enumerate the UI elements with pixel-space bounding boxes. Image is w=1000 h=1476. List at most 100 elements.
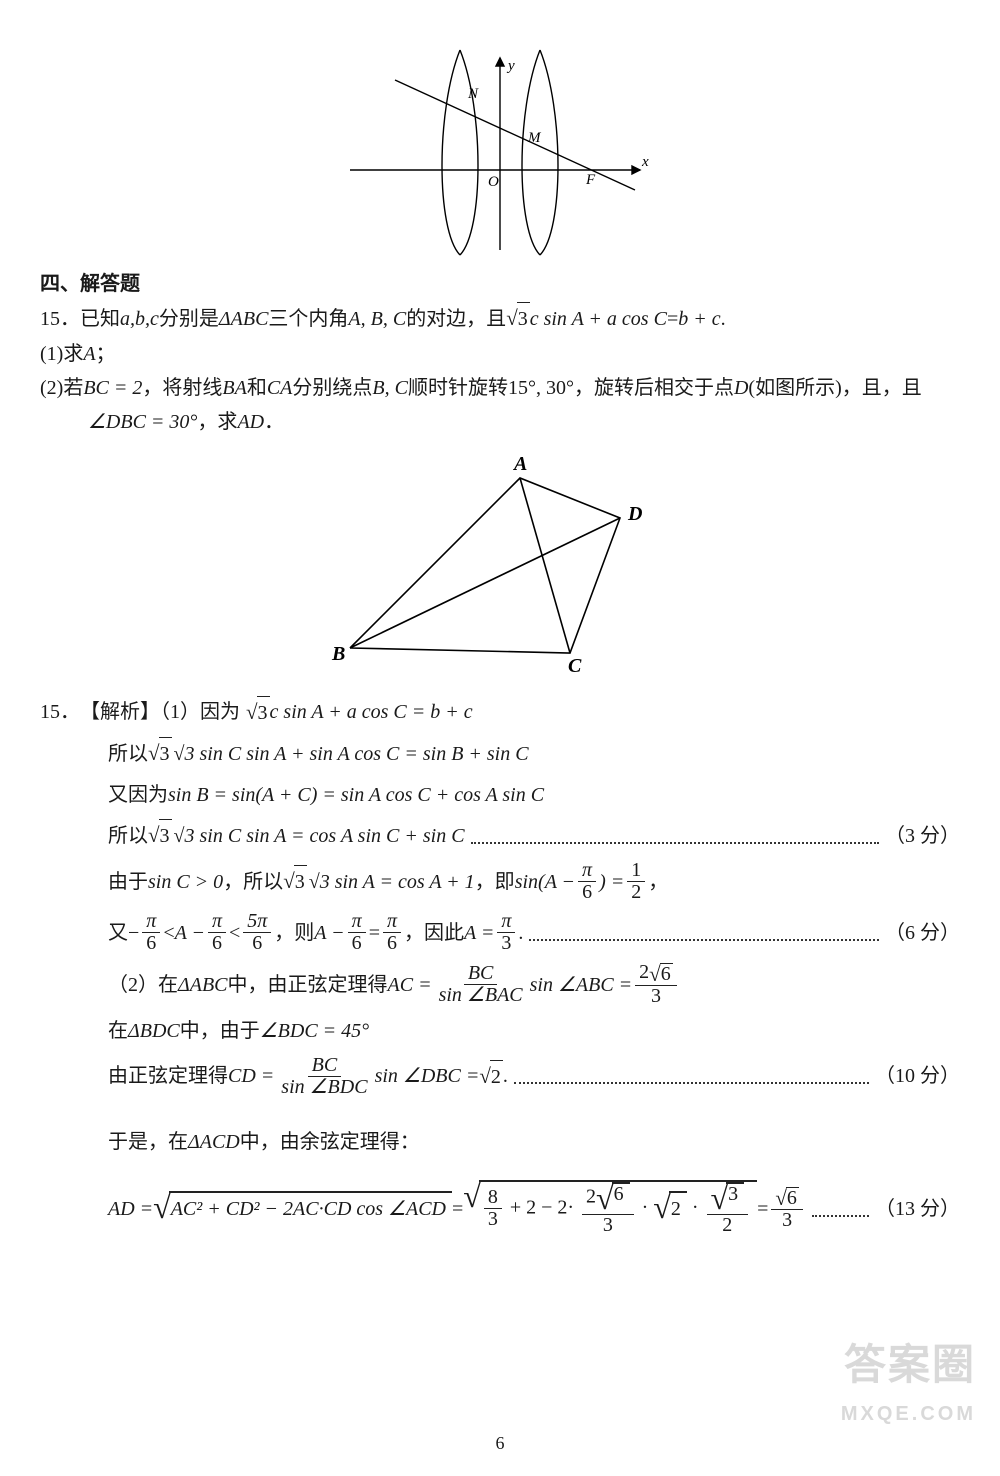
label-C: C xyxy=(568,655,582,677)
m: ΔBDC xyxy=(128,1015,180,1047)
label-B: B xyxy=(331,643,345,665)
eq: c sin A + a cos C xyxy=(530,303,667,335)
m: CD = xyxy=(228,1060,274,1092)
t: 中，由于 xyxy=(180,1015,260,1047)
equals: = xyxy=(667,303,678,335)
t: ，则 xyxy=(274,917,314,949)
sqrt3: √3 xyxy=(246,696,270,730)
t: 在 xyxy=(108,1015,128,1047)
sqrt2: √2 xyxy=(479,1060,503,1094)
frac: 5π6 xyxy=(243,911,271,954)
problem-15-stem: 15． 已知 a,b,c 分别是 ΔABC 三个内角 A, B, C 的对边，且… xyxy=(40,302,960,336)
prob-num: 15． xyxy=(40,303,80,335)
label-x: x xyxy=(641,154,649,170)
m: ΔABC xyxy=(178,969,228,1001)
watermark-line1: 答案圈 xyxy=(841,1331,976,1398)
label-N: N xyxy=(467,86,479,102)
label-y: y xyxy=(506,58,515,74)
score-6: （6 分） xyxy=(885,917,960,949)
score-13: （13 分） xyxy=(875,1193,960,1225)
t: ，所以 xyxy=(223,866,283,898)
m: A − xyxy=(314,917,344,949)
sqrt3: √3 xyxy=(148,819,172,853)
m: √3 sin A = cos A + 1 xyxy=(309,866,475,898)
solution-head: 15． 【解析】（1）因为 √3 c sin A + a cos C = b +… xyxy=(40,696,960,730)
t: 分别是 xyxy=(159,303,219,335)
t: 所以 xyxy=(108,738,148,770)
m: = xyxy=(757,1193,768,1225)
m: AC = xyxy=(388,969,432,1001)
t: 所以 xyxy=(108,820,148,852)
t: ，且 xyxy=(882,372,922,404)
t: 三个内角 xyxy=(268,303,348,335)
m: BC = 2 xyxy=(83,372,142,404)
frac: 2√6 3 xyxy=(635,962,677,1006)
t: 由于 xyxy=(108,866,148,898)
t: ，将射线 xyxy=(142,372,222,404)
label-D: D xyxy=(627,503,642,525)
sol-line-2: 又因为 sin B = sin(A + C) = sin A cos C + c… xyxy=(40,779,960,811)
m: A − xyxy=(545,866,575,898)
m: √3 sin C sin A = cos A sin C + sin C xyxy=(174,820,465,852)
t: 中，由余弦定理得： xyxy=(240,1126,420,1158)
figure-hyperbola: y x O F M N xyxy=(40,40,960,260)
rhs: b + c xyxy=(678,303,720,335)
label-O: O xyxy=(488,174,499,190)
sqrt3: √3 xyxy=(283,865,307,899)
t: (2)若 xyxy=(40,372,83,404)
sol-line-7: 在 ΔBDC 中，由于 ∠BDC = 45° xyxy=(40,1015,960,1047)
t: ，旋转后相交于点 xyxy=(574,372,734,404)
t: ，即 xyxy=(475,866,515,898)
frac: √6 3 xyxy=(771,1187,803,1231)
t: 中，由正弦定理得 xyxy=(228,969,388,1001)
ABC: A, B, C xyxy=(348,303,406,335)
t: . xyxy=(503,1060,508,1092)
m: 15°, 30° xyxy=(508,372,574,404)
sol-line-6: （2）在 ΔABC 中，由正弦定理得 AC = BC sin ∠BAC sin … xyxy=(40,962,960,1006)
m: ∠BDC = 45° xyxy=(260,1015,369,1047)
frac: π6 xyxy=(383,911,401,954)
t: ，因此 xyxy=(404,917,464,949)
m: √3 sin C sin A + sin A cos C = sin B + s… xyxy=(174,738,529,770)
label-M: M xyxy=(527,130,542,146)
sol-line-4: 由于 sin C > 0 ，所以 √3 √3 sin A = cos A + 1… xyxy=(40,860,960,903)
t: 【解析】（1）因为 xyxy=(80,696,240,728)
hyperbola-svg: y x O F M N xyxy=(340,40,660,260)
m: BA xyxy=(222,372,246,404)
sol-line-10: AD = √ AC² + CD² − 2AC·CD cos ∠ACD = √ 8… xyxy=(40,1180,960,1238)
sol-line-3: 所以 √3 √3 sin C sin A = cos A sin C + sin… xyxy=(40,819,960,853)
t: 分别绕点 xyxy=(292,372,372,404)
frac: π3 xyxy=(497,911,515,954)
t: 顺时针旋转 xyxy=(408,372,508,404)
frac: π6 xyxy=(208,911,226,954)
m: < xyxy=(229,917,240,949)
m: sin B = sin(A + C) = sin A cos C + cos A… xyxy=(168,779,544,811)
sqrt3: √3 xyxy=(148,737,172,771)
m: A = xyxy=(464,917,494,949)
m: AD xyxy=(237,406,264,438)
big-sqrt: √ AC² + CD² − 2AC·CD cos ∠ACD xyxy=(153,1191,452,1227)
m: − xyxy=(128,917,139,949)
sol-line-5: 又 − π6 < A − π6 < 5π6 ，则 A − π6 = π6 ，因此… xyxy=(40,911,960,954)
t: 又因为 xyxy=(108,779,168,811)
label-A: A xyxy=(512,453,527,475)
t: ，求 xyxy=(197,406,237,438)
m: ΔACD xyxy=(188,1126,240,1158)
problem-15-1: (1)求 A ； xyxy=(40,338,960,370)
m: sin( xyxy=(515,866,545,898)
frac: BC sin ∠BAC xyxy=(435,963,527,1006)
m: ∠DBC = 30° xyxy=(88,406,197,438)
m: B, C xyxy=(372,372,408,404)
page-number: 6 xyxy=(0,1429,1000,1458)
figure-quad: A B C D xyxy=(40,448,960,678)
score-3: （3 分） xyxy=(885,820,960,852)
sol-num: 15． xyxy=(40,696,80,728)
m: c sin A + a cos C = b + c xyxy=(270,696,473,728)
frac-pi6: π6 xyxy=(578,860,596,903)
frac: π6 xyxy=(348,911,366,954)
t: 已知 xyxy=(80,303,120,335)
t: 和 xyxy=(247,372,267,404)
score-10: （10 分） xyxy=(875,1060,960,1092)
problem-15-2b: ∠DBC = 30° ，求 AD ． xyxy=(40,406,960,438)
t: ； xyxy=(96,338,116,370)
